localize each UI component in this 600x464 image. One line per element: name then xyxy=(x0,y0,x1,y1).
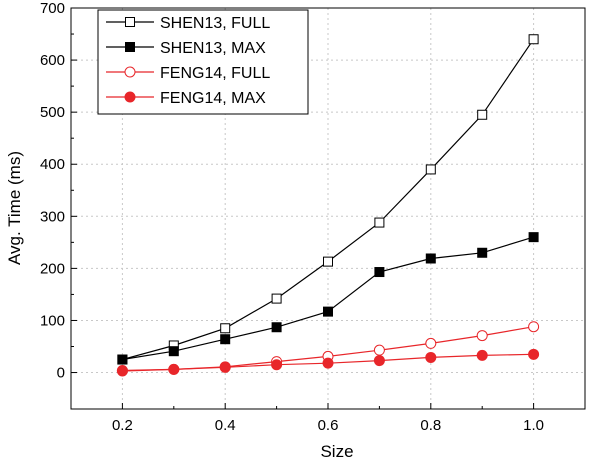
y-tick-label: 400 xyxy=(40,156,65,173)
legend-label: FENG14, MAX xyxy=(160,90,266,107)
series xyxy=(116,34,540,377)
data-point xyxy=(374,217,385,228)
data-point xyxy=(476,330,488,342)
data-point xyxy=(219,361,231,373)
y-axis-title: Avg. Time (ms) xyxy=(5,151,24,265)
legend-label: SHEN13, FULL xyxy=(160,15,270,32)
data-point xyxy=(220,323,231,334)
x-tick-label: 0.8 xyxy=(420,417,441,434)
data-point xyxy=(168,346,179,357)
legend-marker xyxy=(125,42,135,52)
series-2 xyxy=(117,232,539,365)
legend-entry: SHEN13, FULL xyxy=(106,15,270,32)
legend-marker xyxy=(124,66,136,78)
axes: 0 100 200 300 400 500 600 700 0.2 0.4 0.6 0.8 1.0 xyxy=(40,0,544,434)
data-point xyxy=(271,359,283,371)
data-point xyxy=(477,109,488,120)
data-point xyxy=(528,348,540,360)
data-point xyxy=(220,334,231,345)
data-point xyxy=(373,355,385,367)
series-4 xyxy=(116,348,540,377)
legend-label: FENG14, FULL xyxy=(160,65,270,82)
x-tick-label: 0.2 xyxy=(112,417,133,434)
legend: SHEN13, FULL SHEN13, MAX FENG14, FULL FENG1… xyxy=(97,9,309,115)
data-point xyxy=(374,267,385,278)
x-tick-label: 1.0 xyxy=(523,417,544,434)
data-point xyxy=(271,293,282,304)
data-point xyxy=(271,322,282,333)
y-tick-label: 300 xyxy=(40,208,65,225)
y-tick-label: 100 xyxy=(40,312,65,329)
data-point xyxy=(323,256,333,267)
y-tick-label: 700 xyxy=(40,0,65,17)
data-point xyxy=(116,365,128,377)
data-point xyxy=(373,344,385,356)
data-point xyxy=(477,247,488,258)
legend-marker xyxy=(124,91,136,103)
data-point xyxy=(528,34,539,45)
y-tick-label: 600 xyxy=(40,52,65,69)
data-point xyxy=(322,357,334,369)
x-axis-title: Size xyxy=(320,442,353,461)
legend-entry: FENG14, MAX xyxy=(106,90,266,107)
y-tick-label: 200 xyxy=(40,260,65,277)
data-point xyxy=(323,306,333,317)
y-tick-label: 0 xyxy=(57,365,65,382)
data-point xyxy=(425,351,437,363)
y-tick-label: 500 xyxy=(40,104,65,121)
data-point xyxy=(476,349,488,361)
data-point xyxy=(528,321,540,333)
legend-entry: FENG14, FULL xyxy=(106,65,270,82)
data-point xyxy=(425,337,437,349)
legend-label: SHEN13, MAX xyxy=(160,40,266,57)
data-point xyxy=(528,232,539,243)
x-tick-label: 0.4 xyxy=(215,417,236,434)
x-tick-label: 0.6 xyxy=(318,417,339,434)
legend-entry: SHEN13, MAX xyxy=(106,40,266,57)
data-point xyxy=(425,253,436,264)
data-point xyxy=(117,354,128,365)
data-point xyxy=(425,164,436,175)
data-point xyxy=(168,363,180,375)
legend-marker xyxy=(125,17,135,27)
